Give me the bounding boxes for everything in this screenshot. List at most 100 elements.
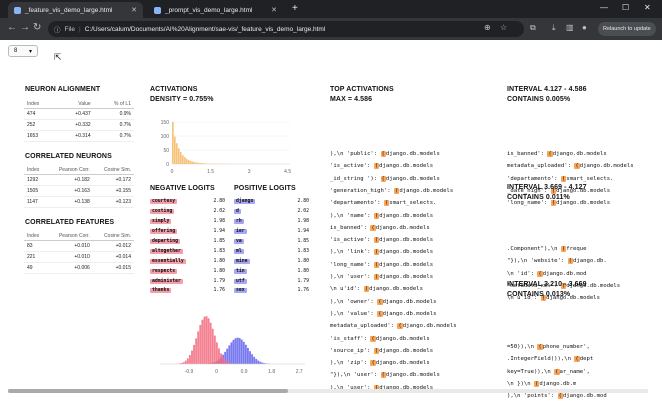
logit-value: 1.79 [213, 278, 225, 284]
activation-line[interactable]: ),\n 'name': (django.db.models [330, 212, 434, 219]
horizontal-scrollbar[interactable] [8, 389, 648, 393]
logit-row: costing 2.02 [150, 207, 225, 217]
activation-line[interactable]: ),\n 'value': (django.db.models [330, 310, 437, 317]
logit-value: 1.79 [297, 278, 309, 284]
star-icon[interactable]: ☆ [500, 23, 508, 32]
activation-line[interactable]: key=True)),\n (ar_name', [507, 368, 590, 375]
activation-line[interactable]: ),\n 'user': (django.db.models [330, 274, 434, 280]
max-activating-token: ( [377, 298, 383, 305]
file-icon [14, 6, 21, 14]
activation-line[interactable]: 'is_active': (django.db.models [330, 163, 434, 170]
activation-line[interactable]: is_banned': (django.db.models [330, 224, 430, 231]
histogram-bar [195, 162, 198, 164]
download-icon[interactable]: ⤓ [552, 23, 556, 32]
activation-line[interactable]: 'departamento': (smart_selects. [507, 175, 614, 182]
extensions-icon[interactable]: ⧉ [530, 23, 536, 32]
logit-row: simply 1.98 [150, 217, 225, 227]
context-text: metadata_uploaded': [507, 163, 571, 170]
context-key: 'zip': [346, 360, 368, 367]
address-bar[interactable]: ⓘ File | C:/Users/calum/Documents/AI%20A… [48, 21, 524, 37]
feature-select[interactable]: 8 ▾ [8, 45, 38, 57]
profile-icon[interactable]: ● [582, 23, 587, 32]
activation-line[interactable]: \n u'id': (django.db.models [330, 286, 423, 293]
back-icon[interactable]: ← [7, 22, 17, 33]
activation-line[interactable]: \n u'id': (django.db.models [507, 295, 600, 302]
logit-row: utf 1.79 [234, 276, 309, 286]
logit-token: thanks [150, 288, 172, 294]
activation-line[interactable]: .Component"),\n (freque [507, 246, 587, 252]
activation-line[interactable]: 'generation_high': (django.db.models [330, 187, 454, 194]
activation-line[interactable]: \n 'id': (django.db.mod [507, 270, 587, 277]
activation-line[interactable]: =50)),\n (phone_number', [507, 344, 590, 350]
context-text: 'is_active': [330, 163, 371, 170]
activation-line[interactable]: 'is_staff': (django.db.models [330, 335, 430, 342]
url-text[interactable]: C:/Users/calum/Documents/AI%20Alignment/… [84, 25, 326, 33]
activation-line[interactable]: .IntegerField()),\n (dept [507, 356, 594, 363]
x-tick-label: 2.7 [296, 369, 303, 375]
maximize-icon[interactable]: ☐ [622, 3, 630, 12]
activation-line[interactable]: 'source_ip': (django.db.models [330, 347, 434, 354]
max-activating-token: ( [370, 360, 376, 367]
column-header: Pearson Corr. [46, 232, 93, 241]
activation-line[interactable]: ),\n 'owner': (django.db.models [330, 298, 437, 305]
context-key: 'user': [346, 274, 371, 280]
following-text: django.db.models [369, 286, 423, 293]
close-tab-icon[interactable]: ✕ [271, 7, 277, 14]
activation-line[interactable]: 'long_name': (django.db.models [330, 261, 434, 268]
positive-logit-bar [240, 339, 243, 364]
activation-line[interactable]: "}),\n 'user': (django.db.models [330, 372, 440, 379]
zoom-icon[interactable]: ⊕ [484, 23, 491, 32]
tab-prompt-vis[interactable]: _prompt_vis_demo_large.html ✕ [148, 2, 283, 18]
negative-logit-bar [228, 362, 231, 364]
horizontal-scroll-thumb[interactable] [8, 389, 288, 393]
y-tick-label: 150 [161, 120, 170, 126]
activation-line[interactable]: metadata_uploaded': (django.db.models [507, 163, 634, 170]
positive-logit-bar [232, 339, 235, 364]
activation-line[interactable]: ),\n 'zip': (django.db.models [330, 360, 430, 367]
x-tick-label: 1.5 [207, 169, 214, 175]
activation-line[interactable]: _id_string '): (django.db.models [330, 175, 440, 182]
close-tab-icon[interactable]: ✕ [131, 7, 137, 14]
activation-line[interactable]: ),\n 'user': (django.db.models [330, 384, 434, 391]
logit-value: 1.83 [297, 248, 309, 254]
context-text: "}),\n [330, 372, 351, 379]
context-text: .IntegerField()),\n [507, 356, 571, 363]
context-key: 'id': [517, 270, 534, 277]
close-window-icon[interactable]: ✕ [644, 3, 651, 12]
activation-line[interactable]: ),\n 'public': (django.db.models [330, 151, 440, 157]
activation-line[interactable]: "}),\n 'website': (django.db. [507, 258, 607, 265]
logit-row: altogether 1.83 [150, 246, 225, 256]
activation-line[interactable]: ),\n 'points': (django.db.mod [507, 393, 607, 400]
url-chip[interactable]: File [64, 25, 75, 33]
table-cell: 1653 [24, 130, 57, 142]
tab-feature-vis[interactable]: _feature_vis_demo_large.html ✕ [8, 2, 143, 18]
activation-line[interactable]: metadata_uploaded': (django.db.models [330, 323, 457, 330]
sidebar-icon[interactable]: ▥ [566, 23, 574, 32]
column-header: Index [24, 166, 47, 175]
x-tick-label: 0 [215, 369, 218, 375]
activation-line[interactable]: 'departamento': (smart_selects. [330, 200, 437, 207]
activation-line[interactable]: is_banned': (django.db.models [507, 151, 607, 157]
activation-line[interactable]: 'long_name': (django.db.models [507, 200, 611, 207]
logit-token: administer [150, 278, 183, 284]
activation-line[interactable]: 'is_active': (django.db.models [330, 237, 434, 244]
activation-line[interactable]: 'metadata_xml': (django.db.models [507, 282, 621, 289]
activation-line[interactable]: \n })\n (django.db.m [507, 380, 577, 387]
negative-logit-bar [180, 363, 183, 364]
context-text: 'generation_high': [330, 187, 391, 194]
logit-token: courtesy [150, 199, 178, 205]
info-icon[interactable]: ⓘ [54, 27, 61, 34]
negative-logit-bar [205, 316, 208, 364]
positive-logit-bar [249, 351, 251, 364]
activation-line[interactable]: _date_high': (django.db.models [507, 187, 611, 194]
table-row: 1653 +0.314 0.7% [24, 130, 134, 142]
context-text: ),\n [507, 393, 521, 400]
relaunch-button[interactable]: Relaunch to update [598, 22, 656, 36]
forward-icon[interactable]: → [20, 22, 30, 33]
logit-value: 1.83 [213, 248, 225, 254]
reload-icon[interactable]: ↻ [33, 22, 42, 33]
activation-line[interactable]: ),\n 'link': (django.db.models [330, 249, 434, 256]
new-tab-icon[interactable]: + [292, 3, 298, 14]
positive-logit-bar [263, 363, 266, 364]
minimize-icon[interactable]: — [600, 3, 608, 12]
